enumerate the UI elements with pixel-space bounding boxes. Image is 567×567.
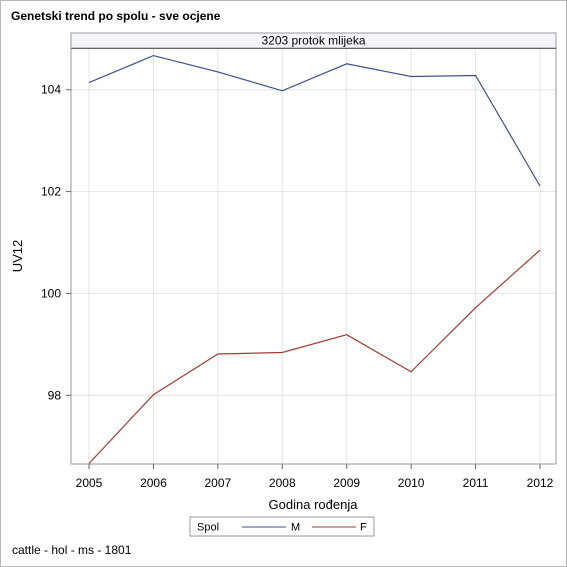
chart-title: Genetski trend po spolu - sve ocjene — [11, 9, 221, 23]
y-axis-title: UV12 — [10, 240, 25, 273]
legend: Spol M F — [189, 516, 375, 537]
x-tick-label: 2008 — [269, 476, 296, 490]
series-layer — [88, 54, 541, 464]
x-tick-label: 2007 — [205, 476, 232, 490]
legend-title: Spol — [197, 522, 219, 534]
x-tick-label: 2012 — [527, 476, 554, 490]
series-line-m — [88, 54, 541, 187]
plot-area-border — [70, 32, 557, 465]
axis-layer: 2005 2006 2007 2008 2009 2010 2011 2012 98 100 102… — [41, 83, 554, 490]
footnote: cattle - hol - ms - 1801 — [12, 543, 132, 557]
legend-label-m: M — [291, 522, 300, 534]
x-tick-label: 2005 — [76, 476, 103, 490]
y-tick-label: 102 — [41, 185, 61, 199]
x-tick-label: 2011 — [463, 476, 489, 490]
y-tick-label: 104 — [41, 83, 61, 97]
series-line-f — [88, 249, 541, 464]
grid-layer — [71, 49, 556, 464]
legend-label-f: F — [360, 522, 367, 534]
x-tick-label: 2006 — [140, 476, 167, 490]
panel-label: 3203 protok mlijeka — [261, 34, 365, 48]
x-tick-label: 2010 — [398, 476, 425, 490]
x-tick-label: 2009 — [333, 476, 360, 490]
x-axis-title: Godina rođenja — [269, 497, 359, 512]
y-tick-label: 98 — [48, 388, 62, 402]
y-tick-label: 100 — [41, 286, 61, 300]
